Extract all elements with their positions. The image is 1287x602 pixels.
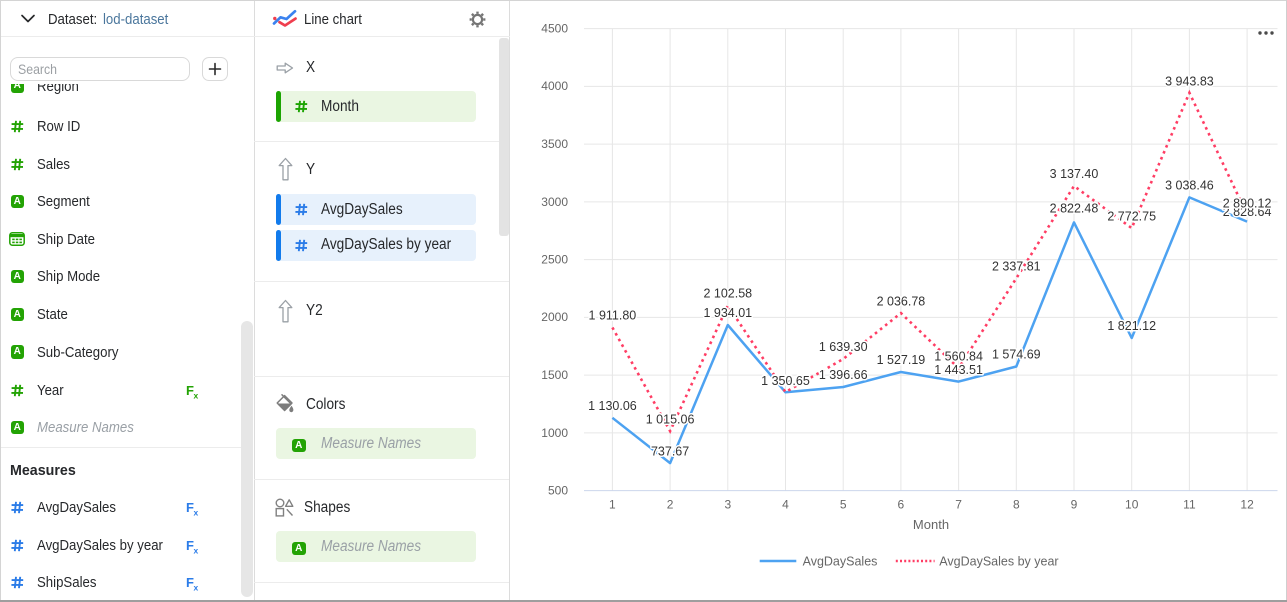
svg-text:2500: 2500: [541, 253, 568, 267]
svg-text:2 772.75: 2 772.75: [1107, 209, 1156, 223]
svg-text:AvgDaySales by year: AvgDaySales by year: [939, 555, 1058, 569]
svg-text:4000: 4000: [541, 79, 568, 93]
svg-text:3: 3: [724, 498, 731, 512]
svg-text:1 639.30: 1 639.30: [819, 340, 868, 354]
svg-text:2 102.58: 2 102.58: [703, 287, 752, 301]
svg-text:1 934.01: 1 934.01: [703, 306, 752, 320]
svg-text:7: 7: [955, 498, 962, 512]
svg-text:1 396.66: 1 396.66: [819, 368, 868, 382]
svg-text:3 137.40: 3 137.40: [1050, 167, 1099, 181]
svg-text:2 036.78: 2 036.78: [877, 294, 926, 308]
svg-text:3 943.83: 3 943.83: [1165, 75, 1214, 89]
svg-text:3 038.46: 3 038.46: [1165, 179, 1214, 193]
svg-text:1 821.12: 1 821.12: [1107, 319, 1156, 333]
svg-text:12: 12: [1240, 498, 1254, 512]
svg-text:1 574.69: 1 574.69: [992, 348, 1041, 362]
svg-text:2000: 2000: [541, 310, 568, 324]
svg-text:1 527.19: 1 527.19: [877, 353, 926, 367]
svg-text:3000: 3000: [541, 195, 568, 209]
svg-text:2: 2: [667, 498, 674, 512]
svg-text:4500: 4500: [541, 22, 568, 36]
svg-text:9: 9: [1071, 498, 1078, 512]
svg-text:1 443.51: 1 443.51: [934, 363, 983, 377]
svg-text:1: 1: [609, 498, 616, 512]
svg-text:2 828.64: 2 828.64: [1223, 205, 1272, 219]
svg-text:3500: 3500: [541, 137, 568, 151]
svg-text:AvgDaySales: AvgDaySales: [803, 555, 878, 569]
svg-text:8: 8: [1013, 498, 1020, 512]
svg-text:1500: 1500: [541, 368, 568, 382]
svg-text:1 130.06: 1 130.06: [588, 399, 637, 413]
svg-text:2 337.81: 2 337.81: [992, 260, 1041, 274]
svg-text:2 822.48: 2 822.48: [1050, 201, 1099, 215]
svg-text:11: 11: [1183, 498, 1196, 512]
svg-text:10: 10: [1125, 498, 1139, 512]
svg-text:1 352.65: 1 352.65: [761, 373, 810, 387]
svg-text:1 911.80: 1 911.80: [589, 309, 637, 323]
svg-text:737.67: 737.67: [651, 444, 689, 458]
svg-text:5: 5: [840, 498, 847, 512]
svg-text:6: 6: [898, 498, 905, 512]
svg-text:1 015.06: 1 015.06: [646, 412, 695, 426]
svg-text:1000: 1000: [541, 426, 568, 440]
svg-text:Month: Month: [913, 517, 949, 532]
svg-text:1 350.65: 1 350.65: [761, 374, 810, 388]
svg-text:2 890.12: 2 890.12: [1223, 197, 1272, 211]
svg-text:500: 500: [548, 484, 568, 498]
svg-text:4: 4: [782, 498, 789, 512]
svg-text:1 560.84: 1 560.84: [934, 349, 983, 363]
